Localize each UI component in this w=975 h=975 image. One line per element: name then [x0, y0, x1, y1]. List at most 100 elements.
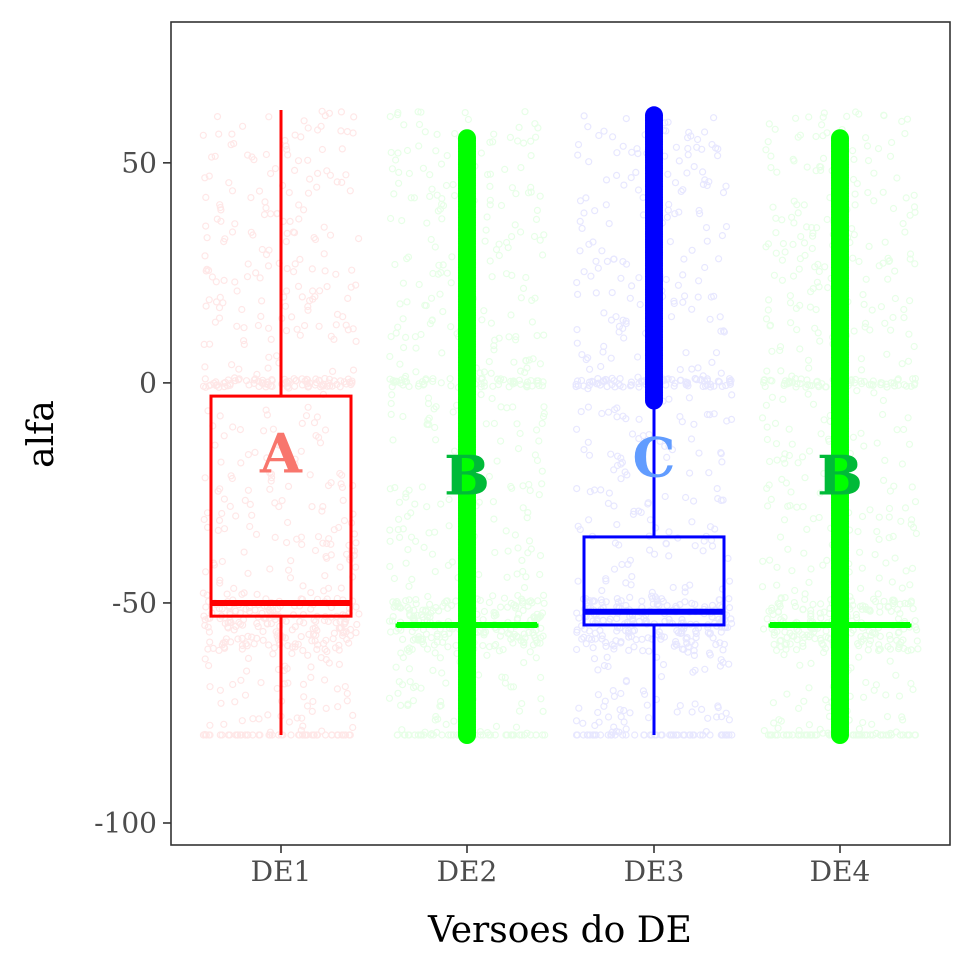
jitter-point [394, 111, 402, 119]
jitter-point [690, 647, 698, 655]
jitter-point [528, 599, 536, 607]
jitter-point [673, 708, 681, 716]
jitter-point [309, 287, 317, 295]
jitter-point [267, 170, 275, 178]
jitter-point [861, 731, 869, 739]
jitter-point [806, 303, 815, 311]
jitter-point [870, 686, 878, 694]
jitter-point [879, 731, 887, 739]
jitter-point [668, 376, 676, 384]
jitter-point [297, 447, 305, 455]
outlier-point [458, 129, 476, 148]
jitter-point [816, 163, 824, 171]
jitter-point [627, 632, 636, 641]
jitter-point [684, 643, 693, 651]
jitter-point [813, 377, 822, 385]
jitter-point [489, 382, 497, 390]
jitter-point [405, 665, 414, 673]
jitter-point [220, 525, 229, 533]
jitter-point [809, 400, 818, 408]
jitter-point [626, 709, 634, 717]
jitter-point [808, 244, 816, 253]
jitter-point [664, 170, 672, 178]
jitter-point [576, 525, 584, 534]
jitter-point [307, 673, 315, 682]
jitter-point [347, 283, 355, 291]
jitter-point [817, 163, 825, 171]
jitter-point [227, 472, 235, 480]
jitter-point [789, 272, 798, 280]
jitter-point [231, 374, 239, 382]
jitter-point [662, 539, 670, 548]
jitter-point [811, 263, 819, 271]
jitter-point [722, 731, 730, 739]
jitter-point [405, 169, 413, 178]
jitter-point [907, 516, 916, 524]
jitter-point [244, 486, 252, 494]
jitter-point [905, 297, 914, 305]
jitter-point [495, 240, 503, 248]
jitter-point [803, 731, 812, 739]
jitter-point [608, 640, 616, 649]
jitter-point [388, 165, 396, 173]
jitter-point [667, 731, 676, 739]
jitter-point [791, 375, 800, 383]
jitter-point [630, 507, 638, 515]
jitter-point [907, 679, 915, 688]
jitter-point [776, 602, 784, 611]
jitter-point [426, 320, 434, 328]
jitter-point [598, 586, 606, 595]
jitter-point [224, 382, 232, 390]
jitter-point [265, 731, 273, 739]
jitter-point [428, 730, 436, 738]
jitter-point [772, 646, 781, 655]
jitter-point [613, 461, 622, 470]
jitter-point [633, 353, 642, 361]
jitter-point [510, 630, 519, 638]
jitter-point [399, 653, 407, 662]
jitter-point [624, 560, 632, 569]
jitter-point [683, 134, 692, 142]
jitter-point [629, 615, 637, 623]
jitter-point [349, 366, 358, 374]
jitter-point [685, 469, 694, 477]
jitter-point [346, 187, 354, 195]
jitter-point [721, 731, 729, 739]
jitter-point [332, 321, 340, 329]
jitter-point [530, 613, 538, 621]
jitter-point [296, 331, 304, 339]
jitter-point [585, 378, 594, 386]
jitter-point [395, 168, 403, 176]
jitter-point [256, 274, 264, 282]
jitter-point [201, 655, 209, 663]
jitter-point [629, 510, 638, 518]
jitter-point [657, 595, 666, 603]
jitter-point [417, 330, 425, 339]
jitter-point [512, 723, 521, 731]
jitter-point [435, 261, 443, 269]
jitter-point [268, 382, 276, 391]
jitter-point [403, 645, 411, 654]
jitter-point [314, 169, 322, 177]
jitter-point [664, 375, 672, 383]
jitter-point [221, 378, 229, 386]
jitter-point [773, 563, 781, 571]
jitter-point [598, 247, 606, 255]
jitter-point [259, 636, 267, 644]
jitter-point [618, 560, 626, 569]
jitter-point [303, 731, 311, 739]
jitter-point [593, 615, 601, 624]
jitter-point [319, 503, 327, 511]
jitter-point [779, 395, 787, 403]
jitter-point [220, 720, 228, 728]
jitter-point [663, 376, 671, 384]
jitter-point [236, 731, 244, 739]
jitter-point [691, 666, 699, 674]
jitter-point [659, 660, 668, 669]
jitter-point [519, 504, 527, 512]
jitter-point [582, 194, 590, 202]
jitter-point [425, 421, 433, 429]
jitter-point [864, 189, 872, 197]
jitter-point [796, 131, 805, 139]
jitter-point [475, 498, 483, 506]
